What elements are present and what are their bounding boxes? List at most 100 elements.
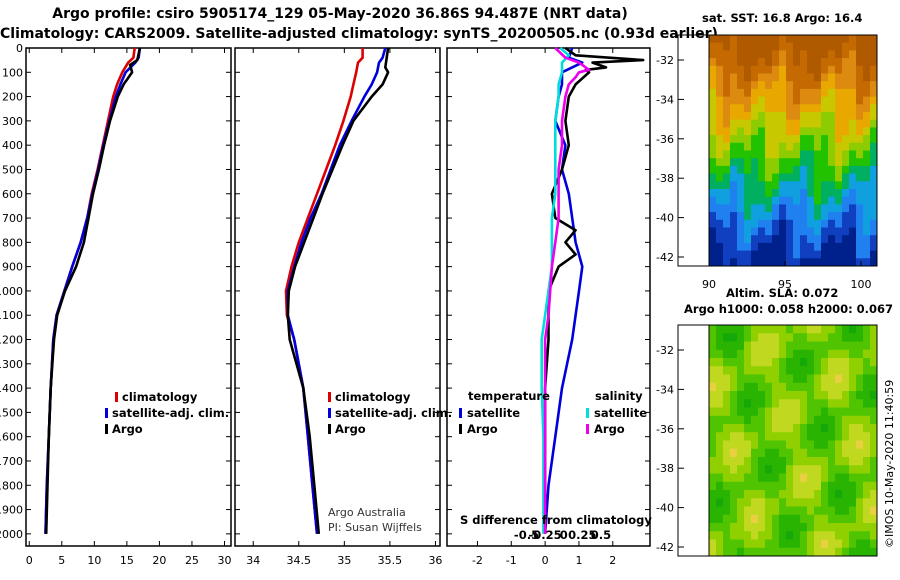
map-cell	[800, 219, 808, 228]
map-cell	[842, 235, 850, 244]
map-cell	[814, 219, 822, 228]
map-cell	[807, 366, 815, 375]
map-cell	[800, 42, 808, 51]
map-cell	[744, 88, 752, 97]
map-cell	[863, 150, 871, 159]
map-cell	[779, 358, 787, 367]
map-cell	[751, 382, 759, 392]
map-cell	[814, 196, 822, 205]
map-cell	[821, 58, 829, 67]
map-cell	[709, 325, 717, 334]
map-cell	[842, 73, 850, 82]
map-cell	[751, 407, 759, 417]
map-cell	[786, 258, 794, 267]
map-cell	[716, 374, 724, 384]
map-cell	[870, 498, 878, 507]
map-cell	[849, 490, 857, 499]
map-cell	[779, 88, 787, 97]
map-cell	[730, 88, 738, 97]
map-cell	[863, 50, 871, 59]
map-cell	[856, 432, 864, 441]
map-cell	[870, 432, 878, 441]
panel-frame	[25, 47, 232, 547]
legend-swatch-temp-argo	[459, 424, 462, 434]
map-cell	[856, 399, 864, 408]
map-cell	[786, 158, 794, 167]
map-cell	[856, 440, 864, 450]
map-cell	[849, 81, 857, 90]
map-cell	[849, 165, 857, 174]
map-cell	[716, 391, 724, 400]
map-cell	[765, 173, 773, 182]
map-cell	[863, 142, 871, 151]
map-cell	[849, 127, 857, 136]
map-cell	[772, 158, 780, 167]
map-cell	[793, 150, 801, 159]
map-cell	[793, 50, 801, 59]
map-cell	[709, 58, 717, 67]
figure-title-line2: Climatology: CARS2009. Satellite-adjuste…	[0, 26, 718, 42]
map-cell	[730, 104, 738, 113]
secondary-x-tick-label: 0	[560, 528, 568, 542]
map-cell	[772, 181, 780, 190]
map-cell	[800, 65, 808, 74]
map-cell	[793, 35, 801, 44]
map-cell	[744, 415, 752, 425]
map-cell	[814, 333, 822, 342]
map-cell	[842, 415, 850, 425]
map-cell	[751, 531, 759, 540]
map-cell	[786, 181, 794, 190]
map-cell	[821, 457, 829, 466]
map-cell	[835, 73, 843, 82]
map-cell	[737, 227, 745, 236]
map-cell	[744, 181, 752, 190]
map-cell	[863, 165, 871, 174]
map-cell	[786, 531, 794, 540]
map-cell	[821, 539, 829, 549]
map-cell	[772, 490, 780, 499]
map-cell	[807, 514, 815, 524]
map-cell	[758, 165, 766, 174]
map-cell	[730, 333, 738, 342]
map-cell	[870, 165, 878, 174]
map-cell	[737, 374, 745, 384]
map-cell	[765, 50, 773, 59]
map-cell	[821, 88, 829, 97]
map-cell	[835, 189, 843, 198]
map-cell	[807, 432, 815, 441]
map-cell	[737, 88, 745, 97]
map-cell	[835, 88, 843, 97]
map-cell	[821, 250, 829, 259]
map-cell	[849, 481, 857, 491]
map-cell	[786, 219, 794, 228]
map-cell	[849, 112, 857, 121]
map-cell	[807, 119, 815, 128]
map-cell	[863, 432, 871, 441]
map-cell	[835, 158, 843, 167]
map-cell	[793, 212, 801, 221]
map-cell	[709, 523, 717, 532]
map-cell	[751, 142, 759, 151]
map-cell	[765, 81, 773, 90]
map-cell	[863, 119, 871, 128]
map-cell	[737, 432, 745, 441]
map-cell	[786, 35, 794, 44]
map-cell	[730, 165, 738, 174]
map-cell	[779, 42, 787, 51]
map-cell	[765, 407, 773, 417]
map-cell	[751, 173, 759, 182]
map-cell	[772, 481, 780, 491]
map-cell	[744, 531, 752, 540]
map-cell	[821, 65, 829, 74]
map-cell	[856, 142, 864, 151]
map-cell	[744, 250, 752, 259]
map-cell	[758, 219, 766, 228]
map-cell	[849, 333, 857, 342]
map-cell	[807, 523, 815, 532]
map-cell	[793, 58, 801, 67]
map-cell	[793, 204, 801, 213]
x-tick-label: 10	[87, 554, 101, 567]
map-cell	[828, 481, 836, 491]
map-cell	[730, 42, 738, 51]
